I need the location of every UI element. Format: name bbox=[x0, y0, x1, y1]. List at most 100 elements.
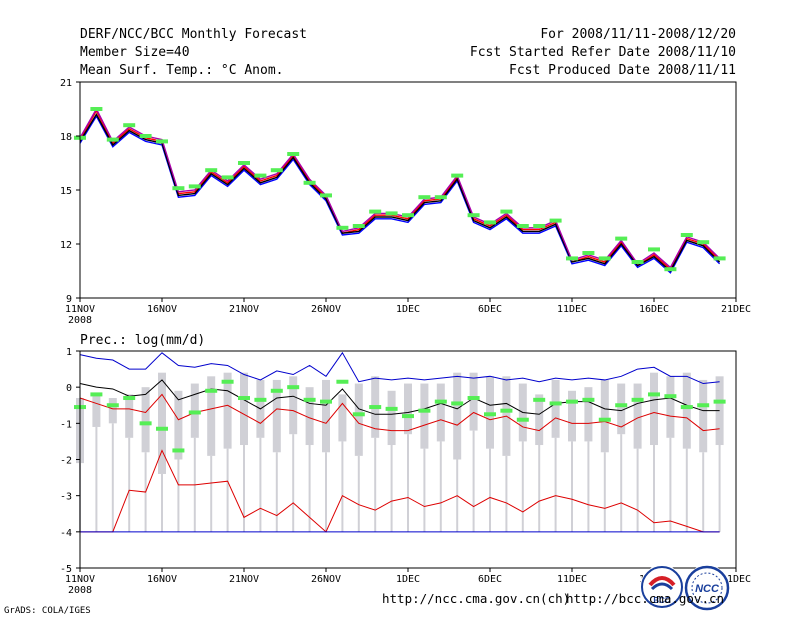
x-year-label: 2008 bbox=[68, 315, 92, 326]
precip-box bbox=[436, 383, 445, 442]
y-tick-label: 15 bbox=[60, 186, 72, 197]
obs-marker bbox=[648, 392, 660, 397]
series-line-min bbox=[80, 449, 720, 533]
precip-box bbox=[305, 387, 314, 446]
precip-box bbox=[289, 376, 298, 435]
precip-box bbox=[469, 372, 478, 431]
obs-marker bbox=[287, 152, 300, 156]
obs-marker bbox=[434, 399, 447, 404]
y-tick-label: -2 bbox=[60, 456, 72, 467]
obs-marker bbox=[549, 401, 562, 406]
obs-marker bbox=[172, 186, 185, 191]
obs-marker bbox=[418, 195, 431, 200]
obs-marker bbox=[500, 209, 513, 214]
precip-box bbox=[682, 372, 691, 449]
precip-box bbox=[338, 394, 347, 442]
obs-marker bbox=[287, 385, 300, 390]
obs-marker bbox=[254, 173, 267, 178]
x-tick-label: 16NOV bbox=[147, 304, 177, 315]
bcc-logo: BCC bbox=[640, 565, 684, 609]
series-line-max bbox=[79, 351, 720, 385]
x-tick-label: 21DEC bbox=[721, 574, 751, 585]
obs-marker bbox=[205, 168, 218, 173]
obs-marker bbox=[303, 180, 316, 185]
obs-marker bbox=[598, 256, 611, 261]
obs-marker bbox=[516, 224, 529, 228]
x-tick-label: 26NOV bbox=[311, 574, 341, 585]
obs-marker bbox=[156, 139, 168, 144]
obs-marker bbox=[123, 123, 136, 128]
precip-box bbox=[141, 387, 150, 453]
series-line-member-3 bbox=[79, 112, 721, 273]
obs-marker bbox=[680, 405, 693, 410]
obs-marker bbox=[369, 405, 382, 410]
footer-url-bcc[interactable]: http://bcc.cma.gov.cn bbox=[566, 591, 725, 606]
obs-marker bbox=[451, 173, 464, 178]
obs-marker bbox=[385, 211, 398, 216]
obs-marker bbox=[582, 397, 595, 402]
obs-marker bbox=[221, 175, 234, 180]
x-tick-label: 1DEC bbox=[396, 574, 420, 585]
obs-marker bbox=[484, 412, 496, 417]
footer-url-ncc[interactable]: http://ncc.cma.gov.cn(ch) bbox=[382, 591, 571, 606]
y-tick-label: 21 bbox=[60, 78, 72, 89]
y-tick-label: 12 bbox=[60, 240, 72, 251]
obs-marker bbox=[303, 397, 316, 402]
x-tick-label: 16NOV bbox=[147, 574, 177, 585]
obs-marker bbox=[697, 240, 710, 245]
obs-marker bbox=[336, 225, 349, 230]
obs-marker bbox=[549, 218, 562, 223]
precip-box bbox=[240, 372, 248, 446]
obs-marker bbox=[631, 397, 644, 402]
obs-marker bbox=[418, 408, 431, 413]
bcc-logo-text: BCC bbox=[653, 596, 671, 605]
precip-box bbox=[404, 383, 412, 435]
obs-marker bbox=[352, 412, 365, 417]
obs-marker bbox=[123, 396, 136, 401]
obs-marker bbox=[385, 406, 398, 411]
obs-marker bbox=[451, 401, 464, 406]
obs-marker bbox=[713, 256, 726, 261]
x-tick-label: 11NOV bbox=[65, 574, 95, 585]
precip-box bbox=[633, 383, 642, 449]
precip-box bbox=[125, 394, 134, 438]
obs-marker bbox=[680, 233, 693, 237]
ncc-logo: NCC bbox=[684, 565, 730, 611]
precip-box bbox=[174, 390, 183, 460]
obs-marker bbox=[221, 379, 234, 384]
header-right-line-3: Fcst Produced Date 2008/11/11 bbox=[509, 63, 736, 78]
x-tick-label: 1DEC bbox=[396, 304, 420, 315]
y-tick-label: -4 bbox=[60, 528, 72, 539]
x-tick-label: 21DEC bbox=[721, 304, 751, 315]
ncc-logo-graphic: NCC bbox=[684, 565, 730, 611]
obs-marker bbox=[484, 220, 496, 225]
obs-marker bbox=[533, 397, 546, 402]
precip-panel-title: Prec.: log(mm/d) bbox=[80, 333, 206, 348]
precip-box bbox=[617, 383, 626, 435]
x-year-label: 2008 bbox=[68, 585, 92, 596]
precip-box bbox=[551, 379, 560, 438]
series-line-mean bbox=[79, 379, 720, 415]
obs-marker bbox=[90, 392, 103, 397]
series-line-p25 bbox=[79, 393, 720, 432]
bcc-logo-graphic: BCC bbox=[641, 566, 683, 608]
obs-marker bbox=[566, 256, 578, 261]
precip-box bbox=[699, 379, 708, 453]
obs-marker bbox=[270, 168, 283, 173]
obs-marker bbox=[352, 224, 365, 228]
obs-marker bbox=[648, 247, 660, 252]
precip-box bbox=[92, 394, 101, 427]
obs-marker bbox=[664, 394, 677, 399]
precip-box bbox=[207, 376, 216, 456]
x-tick-label: 6DEC bbox=[478, 304, 502, 315]
obs-marker bbox=[697, 403, 710, 408]
y-tick-label: 18 bbox=[60, 132, 72, 143]
header-right-line-2: Fcst Started Refer Date 2008/11/10 bbox=[469, 45, 736, 60]
precip-box bbox=[108, 398, 117, 424]
x-tick-label: 11DEC bbox=[557, 304, 587, 315]
precip-box bbox=[600, 379, 609, 453]
obs-marker bbox=[664, 267, 677, 272]
obs-marker bbox=[500, 408, 513, 413]
obs-marker bbox=[156, 426, 168, 431]
